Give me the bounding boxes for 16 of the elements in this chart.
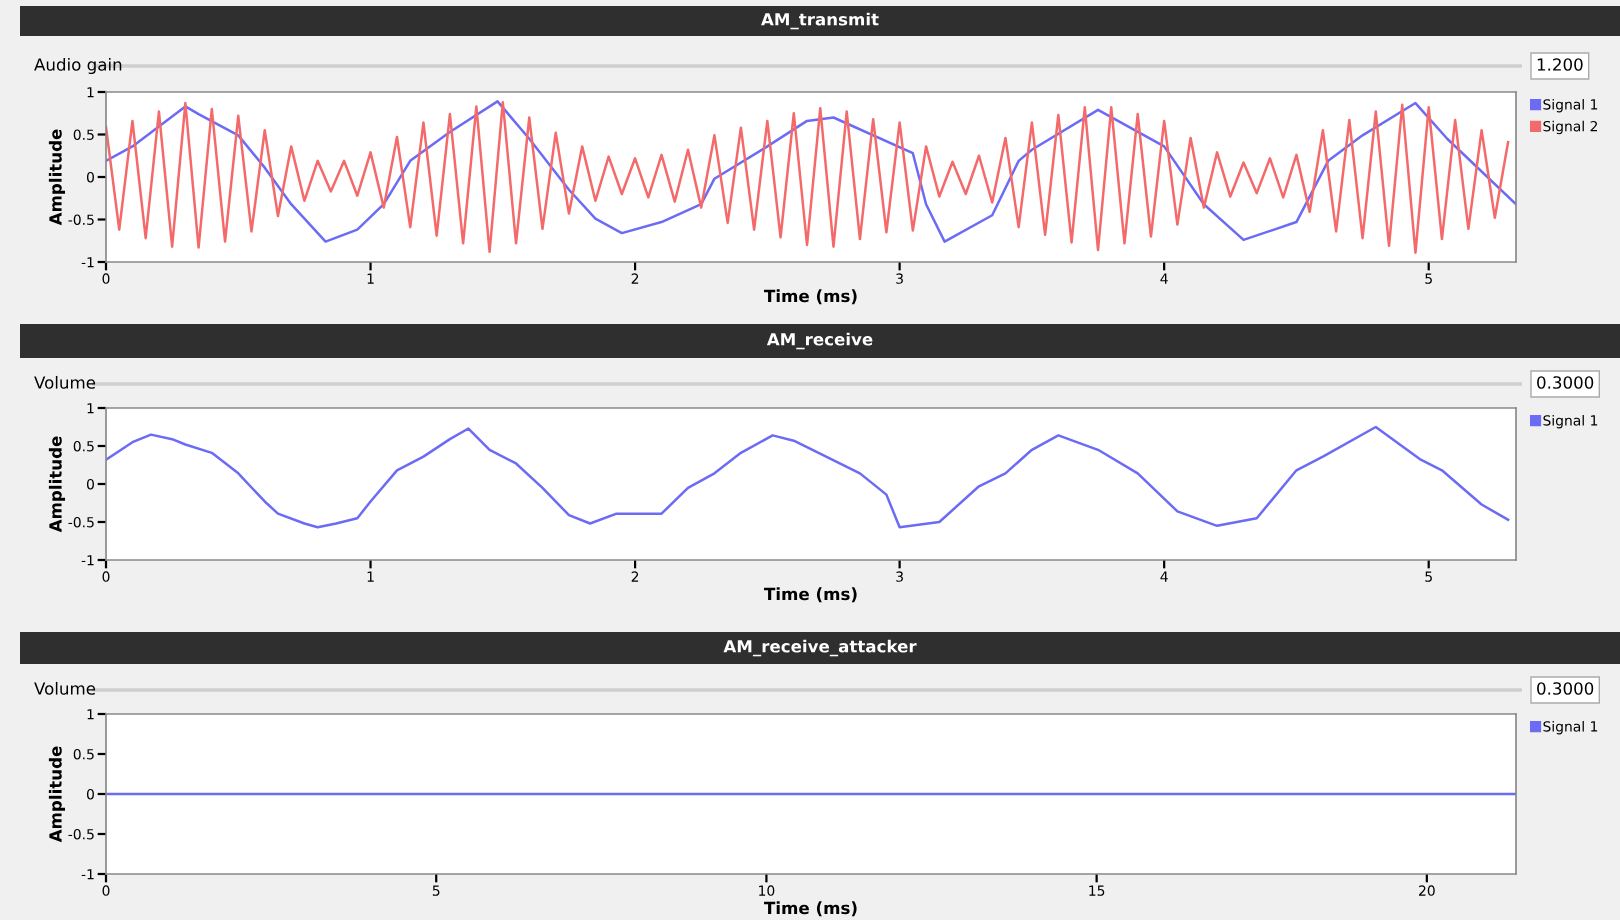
chart-title: AM_receive — [766, 332, 873, 350]
text: Volume — [34, 375, 96, 389]
chart-title: AM_receive_attacker — [723, 639, 917, 657]
text: Audio gain — [34, 57, 122, 75]
text: 0.3000 — [1537, 682, 1594, 695]
y-axis-title: Amplitude — [48, 746, 66, 843]
line-series — [106, 425, 1510, 529]
chart-title: AM_transmit — [761, 12, 879, 30]
x-axis-title: Time (ms) — [764, 587, 857, 603]
text: 1.200 — [1537, 58, 1583, 71]
y-axis-title: Amplitude — [48, 436, 66, 533]
x-axis-title: Time (ms) — [764, 289, 857, 305]
x-axis-title: Time (ms) — [764, 901, 857, 917]
text: Volume — [34, 681, 96, 695]
text: 0.3000 — [1537, 376, 1594, 389]
y-axis-title: Amplitude — [48, 129, 66, 226]
